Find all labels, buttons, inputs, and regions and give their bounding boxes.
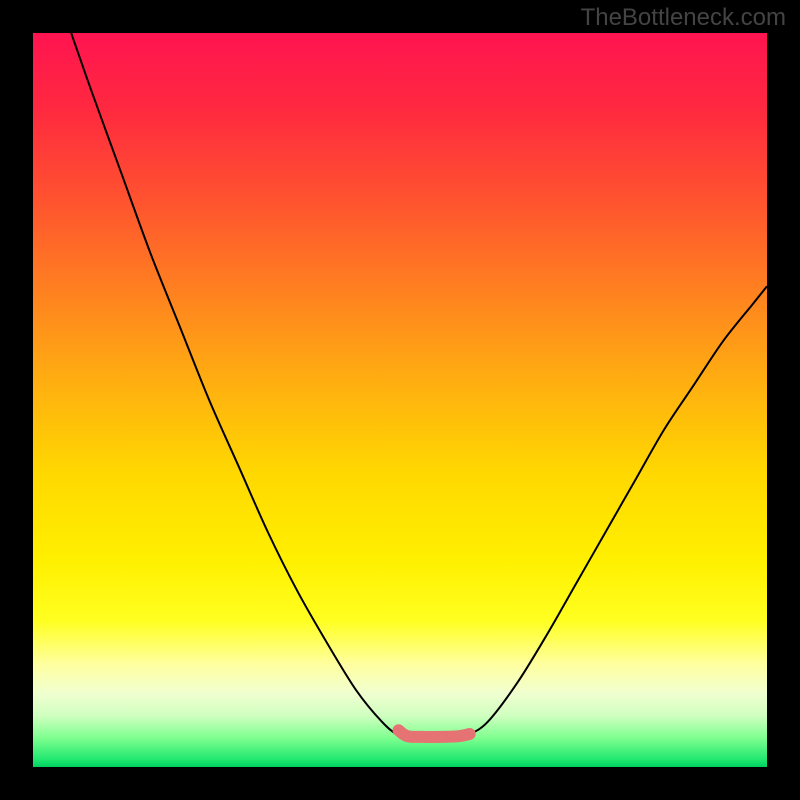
watermark-text: TheBottleneck.com (581, 4, 786, 32)
bottleneck-chart (0, 0, 800, 800)
optimal-range-highlight (399, 730, 470, 737)
chart-container: TheBottleneck.com (0, 0, 800, 800)
